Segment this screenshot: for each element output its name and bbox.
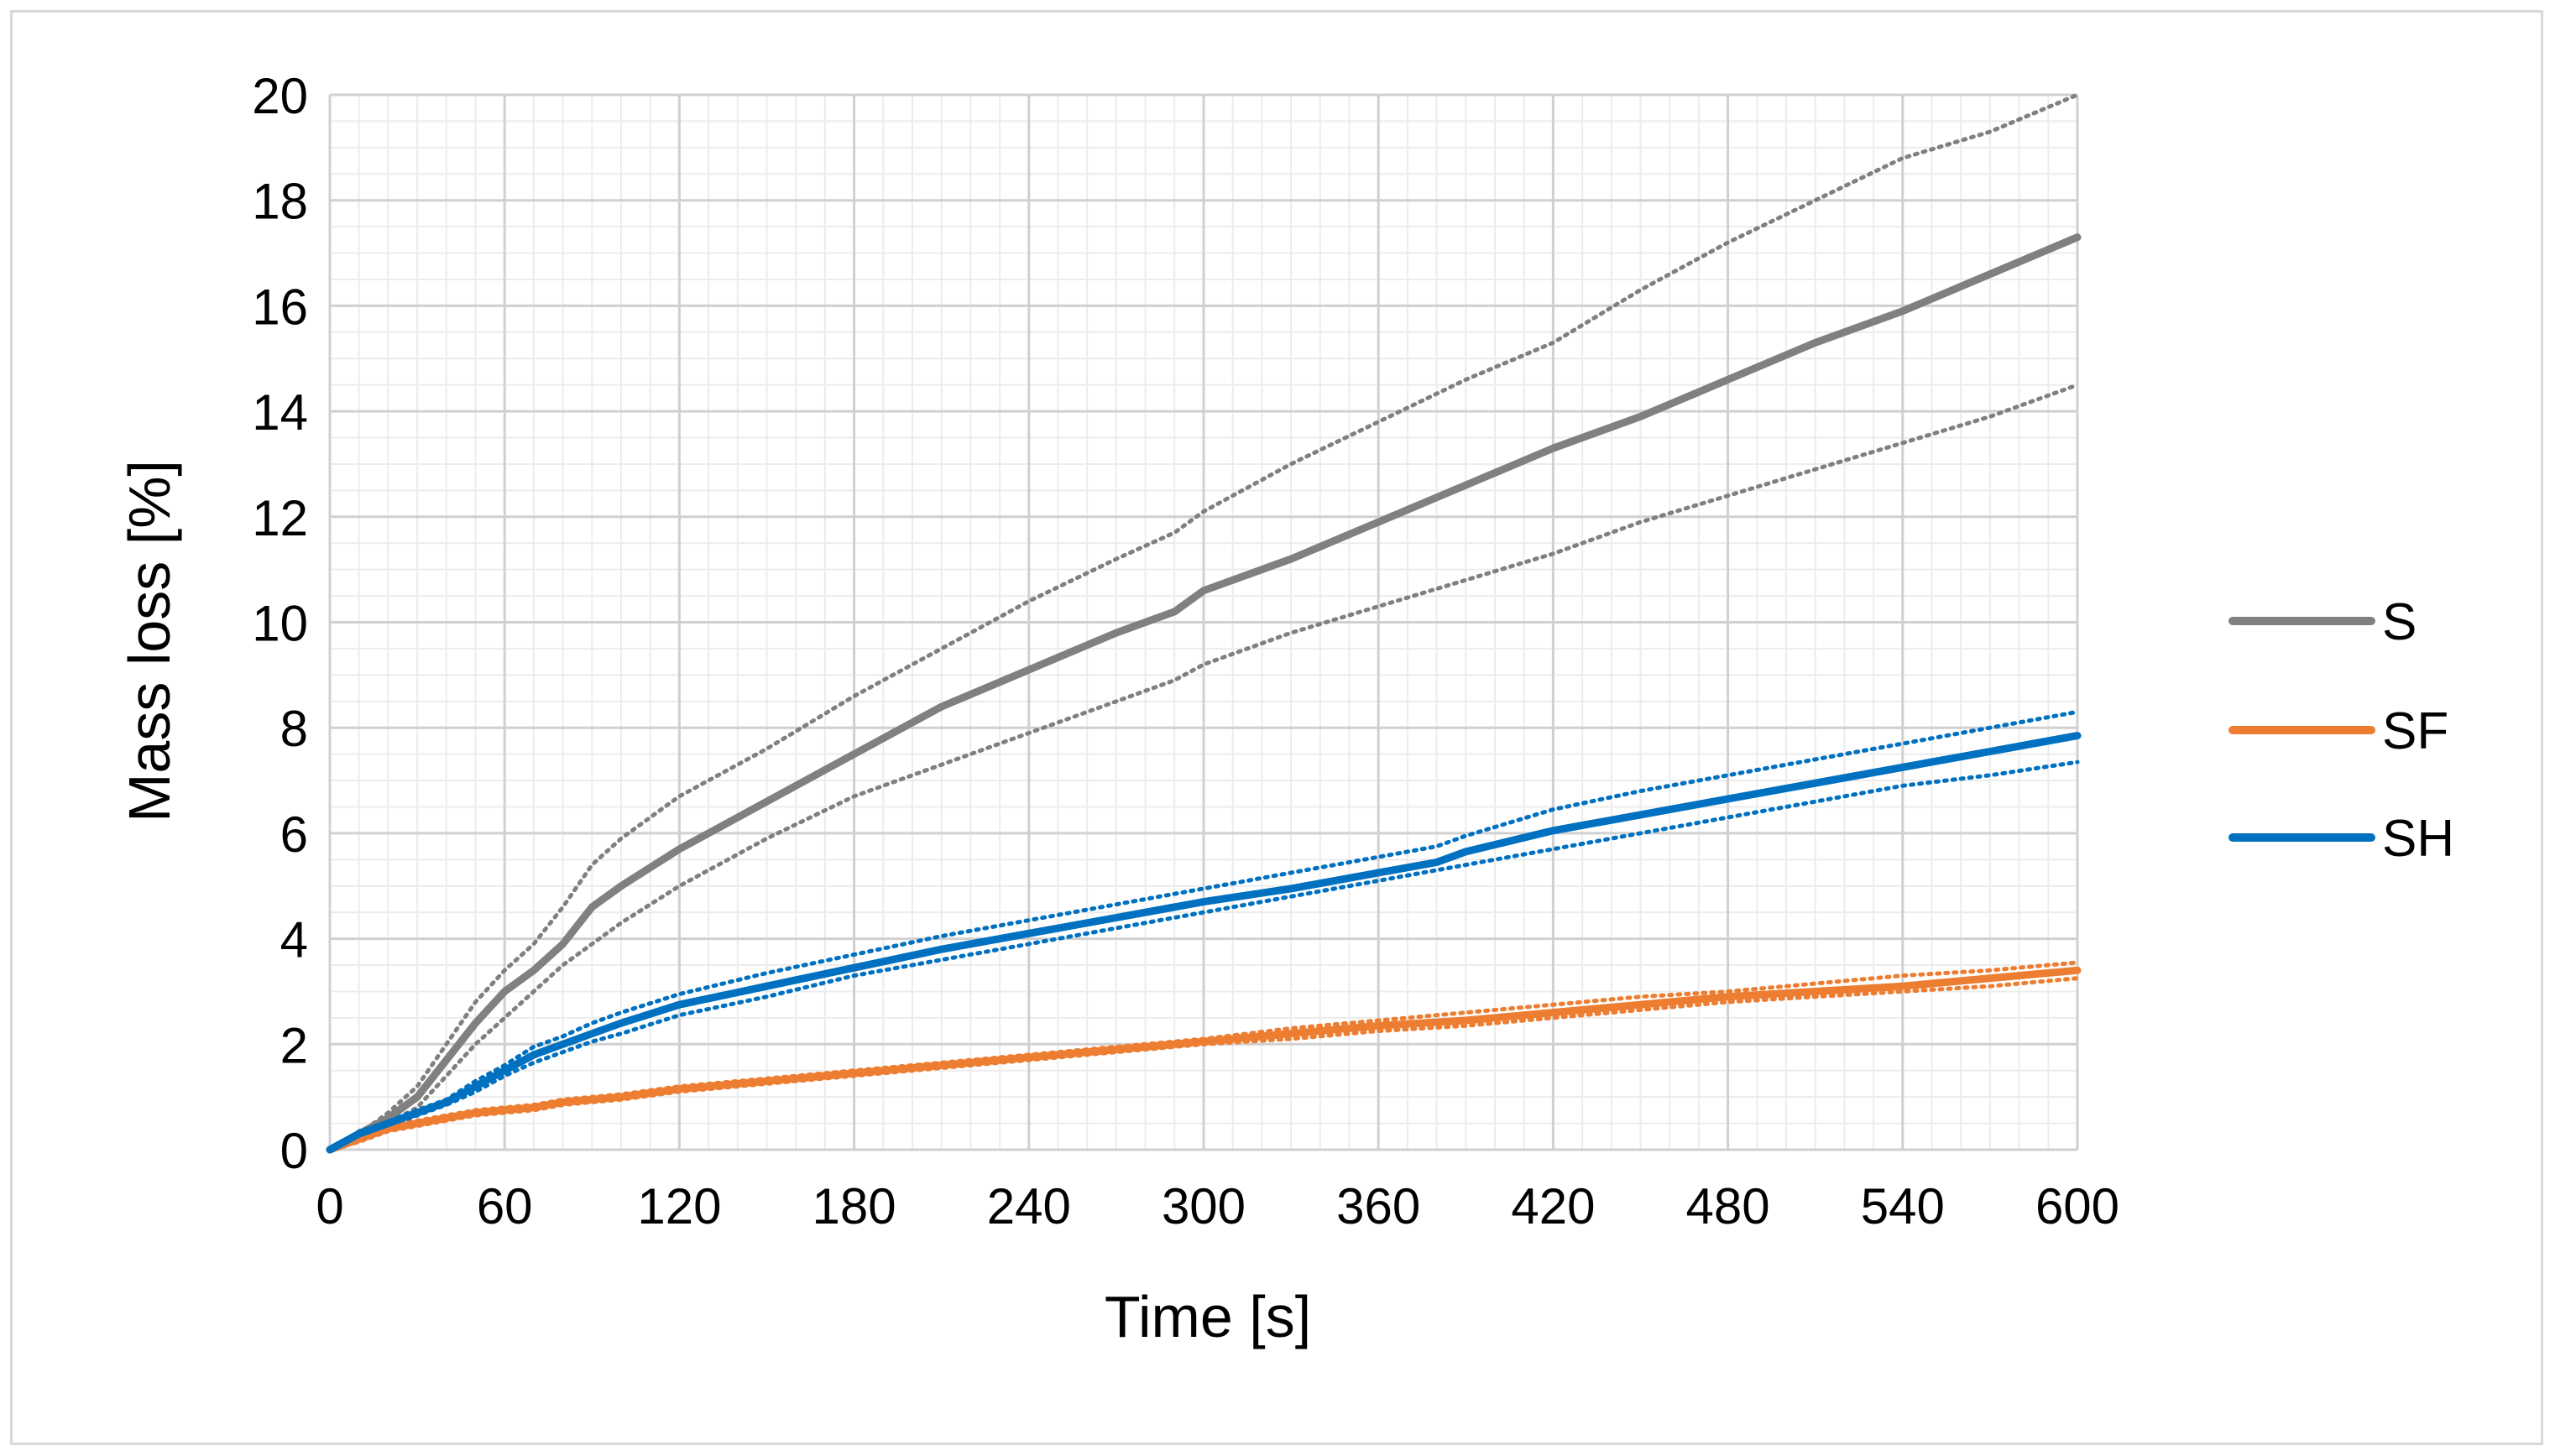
y-tick-label: 8 xyxy=(280,701,308,757)
series-s-line xyxy=(326,233,2082,1154)
x-tick-label: 180 xyxy=(812,1178,896,1234)
x-tick-label: 360 xyxy=(1336,1178,1420,1234)
legend-label-s: S xyxy=(2382,593,2417,651)
x-axis-title: Time [s] xyxy=(1105,1284,1311,1349)
y-tick-label: 0 xyxy=(280,1123,308,1179)
series-s-upper-bound xyxy=(327,92,2080,1152)
x-tick-label: 480 xyxy=(1686,1178,1770,1234)
y-tick-label: 4 xyxy=(280,912,308,968)
x-tick-label: 600 xyxy=(2035,1178,2119,1234)
x-tick-label: 420 xyxy=(1511,1178,1595,1234)
y-tick-label: 10 xyxy=(252,596,308,652)
y-tick-label: 2 xyxy=(280,1017,308,1073)
x-tick-label: 120 xyxy=(637,1178,721,1234)
major-grid xyxy=(328,93,2079,1151)
y-axis-ticks: 0 2 4 6 8 10 12 14 16 18 20 xyxy=(252,68,308,1179)
series-s-lower-bound xyxy=(327,383,2080,1152)
legend-label-sh: SH xyxy=(2382,810,2454,868)
y-tick-label: 16 xyxy=(252,279,308,335)
series-sh-upper-bound xyxy=(327,709,2080,1152)
y-tick-label: 6 xyxy=(280,806,308,863)
legend-label-sf: SF xyxy=(2382,702,2448,760)
x-tick-label: 60 xyxy=(477,1178,533,1234)
x-tick-label: 240 xyxy=(987,1178,1071,1234)
x-tick-label: 300 xyxy=(1162,1178,1246,1234)
y-tick-label: 20 xyxy=(252,68,308,124)
series-sf-line xyxy=(326,966,2082,1154)
y-axis-title: Mass loss [%] xyxy=(117,460,182,822)
x-axis-ticks: 0 60 120 180 240 300 360 420 480 540 600 xyxy=(316,1178,2119,1234)
series-lines xyxy=(326,233,2082,1154)
y-tick-label: 18 xyxy=(252,174,308,230)
series-sh-line xyxy=(326,732,2082,1154)
series-sh-lower-bound xyxy=(327,759,2080,1152)
y-tick-label: 12 xyxy=(252,490,308,546)
y-tick-label: 14 xyxy=(252,384,308,441)
x-tick-label: 540 xyxy=(1861,1178,1945,1234)
legend: S SF SH xyxy=(2228,593,2454,868)
x-tick-label: 0 xyxy=(316,1178,343,1234)
